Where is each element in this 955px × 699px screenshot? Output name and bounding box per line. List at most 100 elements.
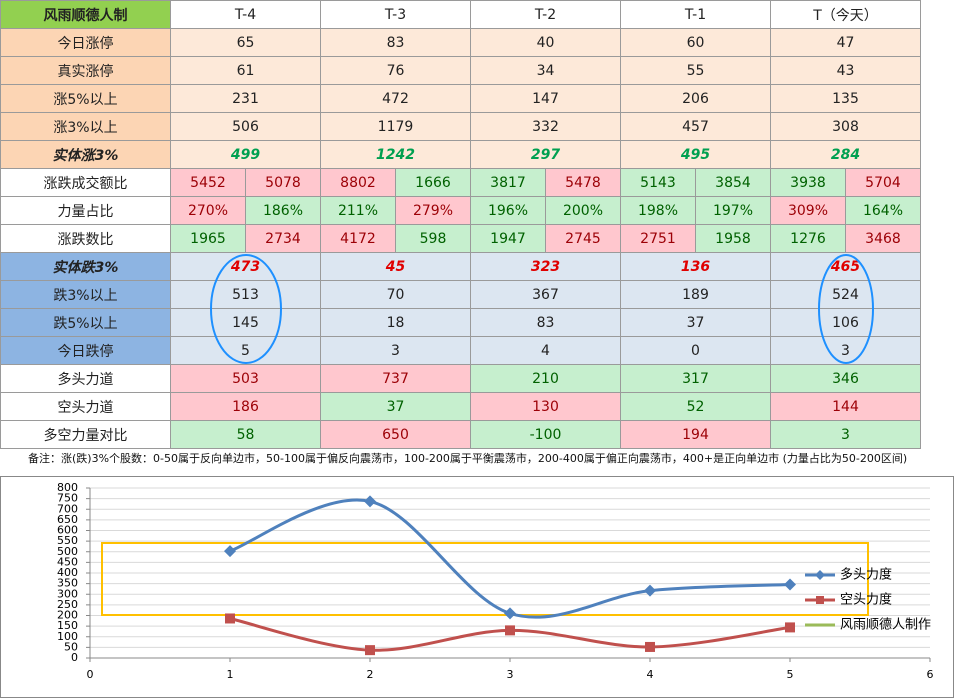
chart-frame — [0, 476, 954, 698]
value-cell: 495 — [620, 140, 771, 169]
row-label: 空头力道 — [0, 392, 171, 421]
value-cell: 3 — [770, 420, 921, 449]
value-cell: 308 — [770, 112, 921, 141]
pair-value: 1947 — [470, 224, 546, 253]
header-cell: T-2 — [470, 0, 621, 29]
pair-value: 186% — [245, 196, 321, 225]
pair-value: 8802 — [320, 168, 396, 197]
pair-value: 270% — [170, 196, 246, 225]
row-label: 多头力道 — [0, 364, 171, 393]
y-tick-label: 0 — [71, 651, 78, 664]
row-label: 涨5%以上 — [0, 84, 171, 113]
value-cell: 55 — [620, 56, 771, 85]
legend-marker — [816, 596, 824, 604]
value-cell: 346 — [770, 364, 921, 393]
value-cell: 473 — [170, 252, 321, 281]
value-cell: 506 — [170, 112, 321, 141]
pair-value: 279% — [395, 196, 471, 225]
marker — [225, 613, 235, 624]
pair-value: 196% — [470, 196, 546, 225]
header-cell: T-3 — [320, 0, 471, 29]
value-cell: 5 — [170, 336, 321, 365]
pair-value: 3817 — [470, 168, 546, 197]
y-tick-label: 450 — [57, 555, 78, 568]
y-tick-label: 200 — [57, 609, 78, 622]
pair-value: 598 — [395, 224, 471, 253]
legend-marker — [815, 570, 825, 580]
y-tick-label: 150 — [57, 619, 78, 632]
x-tick-label: 0 — [87, 668, 94, 681]
pair-value: 2751 — [620, 224, 696, 253]
y-tick-label: 550 — [57, 534, 78, 547]
value-cell: 83 — [320, 28, 471, 57]
value-cell: 1242 — [320, 140, 471, 169]
pair-value: 1965 — [170, 224, 246, 253]
value-cell: 37 — [620, 308, 771, 337]
value-cell: 737 — [320, 364, 471, 393]
value-cell: 61 — [170, 56, 321, 85]
pair-value: 197% — [695, 196, 771, 225]
x-tick-label: 6 — [927, 668, 934, 681]
y-tick-label: 50 — [64, 640, 78, 653]
header-cell: T-1 — [620, 0, 771, 29]
value-cell: 3 — [770, 336, 921, 365]
pair-value: 5478 — [545, 168, 621, 197]
pair-value: 1958 — [695, 224, 771, 253]
y-tick-label: 650 — [57, 513, 78, 526]
chart: 0501001502002503003504004505005506006507… — [0, 476, 954, 698]
row-label: 跌3%以上 — [0, 280, 171, 309]
legend-label: 多头力度 — [840, 567, 892, 583]
value-cell: 135 — [770, 84, 921, 113]
value-cell: 52 — [620, 392, 771, 421]
value-cell: 231 — [170, 84, 321, 113]
value-cell: 3 — [320, 336, 471, 365]
value-cell: 457 — [620, 112, 771, 141]
pair-value: 164% — [845, 196, 921, 225]
marker — [504, 607, 516, 620]
header-cell: T（今天） — [770, 0, 921, 29]
y-tick-label: 500 — [57, 545, 78, 558]
marker — [505, 625, 515, 636]
pair-value: 3854 — [695, 168, 771, 197]
note: 备注：涨(跌)3%个股数：0-50属于反向单边市，50-100属于偏反向震荡市，… — [28, 452, 908, 465]
value-cell: 76 — [320, 56, 471, 85]
row-label: 涨跌成交额比 — [0, 168, 171, 197]
value-cell: 317 — [620, 364, 771, 393]
value-cell: 524 — [770, 280, 921, 309]
value-cell: 144 — [770, 392, 921, 421]
value-cell: 503 — [170, 364, 321, 393]
value-cell: 145 — [170, 308, 321, 337]
pair-value: 5078 — [245, 168, 321, 197]
row-label: 涨3%以上 — [0, 112, 171, 141]
value-cell: 136 — [620, 252, 771, 281]
x-tick-label: 4 — [647, 668, 654, 681]
pair-value: 3468 — [845, 224, 921, 253]
value-cell: 37 — [320, 392, 471, 421]
value-cell: 206 — [620, 84, 771, 113]
value-cell: 47 — [770, 28, 921, 57]
y-tick-label: 250 — [57, 598, 78, 611]
value-cell: 70 — [320, 280, 471, 309]
y-tick-label: 400 — [57, 566, 78, 579]
value-cell: 284 — [770, 140, 921, 169]
x-tick-label: 3 — [507, 668, 514, 681]
pair-value: 200% — [545, 196, 621, 225]
value-cell: 106 — [770, 308, 921, 337]
header-cell: T-4 — [170, 0, 321, 29]
pair-value: 4172 — [320, 224, 396, 253]
pair-value: 5143 — [620, 168, 696, 197]
legend-label: 空头力度 — [840, 592, 892, 608]
value-cell: 0 — [620, 336, 771, 365]
pair-value: 2734 — [245, 224, 321, 253]
highlight-box — [101, 542, 869, 616]
value-cell: 189 — [620, 280, 771, 309]
pair-value: 1666 — [395, 168, 471, 197]
marker — [644, 584, 656, 597]
pair-value: 5704 — [845, 168, 921, 197]
value-cell: 18 — [320, 308, 471, 337]
legend-label: 风雨顺德人制作 — [840, 618, 931, 633]
x-tick-label: 5 — [787, 668, 794, 681]
pair-value: 3938 — [770, 168, 846, 197]
x-tick-label: 2 — [367, 668, 374, 681]
